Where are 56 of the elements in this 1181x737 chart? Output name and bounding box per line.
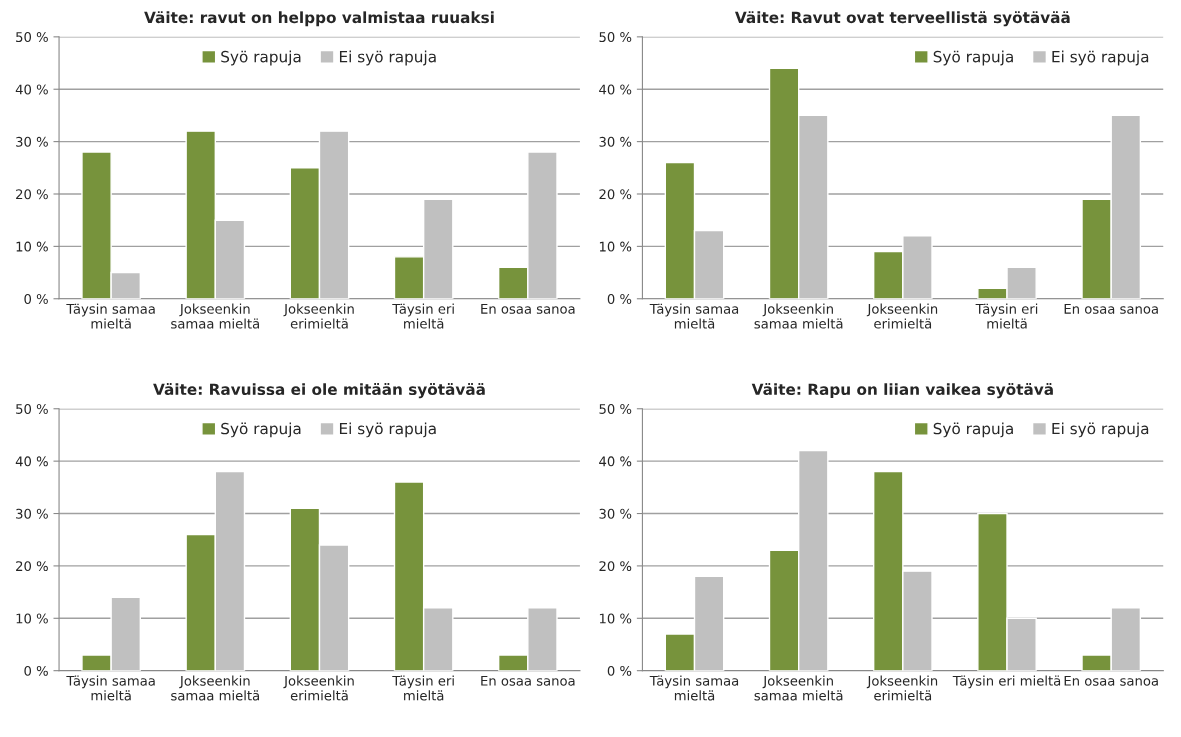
x-tick-label: Jokseenkin samaa mieltä xyxy=(171,675,259,701)
x-tick-label: Täysin eri mieltä xyxy=(975,303,1038,329)
x-tick-label: Jokseenkin samaa mieltä xyxy=(171,303,259,329)
y-tick-label: 10 % xyxy=(599,241,632,252)
legend-label: Syö rapuja xyxy=(221,50,301,66)
y-tick-label: 0 % xyxy=(607,293,632,304)
y-tick-label: 0 % xyxy=(24,293,48,304)
y-tick-label: 20 % xyxy=(16,189,48,200)
y-tick-label: 50 % xyxy=(16,403,48,414)
legend-label: Ei syö rapuja xyxy=(1052,422,1149,438)
x-tick-label: En osaa sanoa xyxy=(481,675,575,686)
y-tick-label: 10 % xyxy=(16,241,48,252)
y-tick-label: 40 % xyxy=(599,456,632,467)
y-tick-label: 0 % xyxy=(24,665,48,676)
chart-title: Väite: Ravut ovat terveellistä syötävää xyxy=(734,11,1070,27)
chart-title: Väite: ravut on helppo valmistaa ruuaksi xyxy=(144,11,494,27)
y-tick-label: 30 % xyxy=(16,508,48,519)
x-tick-label: Täysin eri mieltä xyxy=(392,303,454,329)
x-tick-label: Täysin samaa mieltä xyxy=(66,303,155,329)
legend-label: Syö rapuja xyxy=(933,50,1013,66)
legend-label: Ei syö rapuja xyxy=(339,422,436,438)
y-tick-label: 50 % xyxy=(16,32,48,43)
y-tick-label: 30 % xyxy=(599,136,632,147)
x-tick-label: Jokseenkin erimieltä xyxy=(866,303,938,329)
x-tick-label: Täysin samaa mieltä xyxy=(649,675,739,701)
x-tick-label: Täysin samaa mieltä xyxy=(649,303,739,329)
y-tick-label: 50 % xyxy=(599,403,632,414)
legend-label: Ei syö rapuja xyxy=(1052,50,1149,66)
y-tick-label: 20 % xyxy=(599,561,632,572)
y-tick-label: 10 % xyxy=(599,613,632,624)
y-tick-label: 40 % xyxy=(15,84,48,95)
x-tick-label: En osaa sanoa xyxy=(1064,675,1158,686)
x-tick-label: Täysin samaa mieltä xyxy=(66,675,155,701)
y-tick-label: 20 % xyxy=(599,189,632,200)
x-tick-label: Jokseenkin erimieltä xyxy=(283,303,354,329)
x-tick-label: En osaa sanoa xyxy=(1064,304,1158,314)
x-tick-label: Jokseenkin samaa mieltä xyxy=(754,303,843,329)
y-tick-label: 40 % xyxy=(15,456,48,467)
chart-title: Väite: Ravuissa ei ole mitään syötävää xyxy=(153,383,485,399)
legend-label: Syö rapuja xyxy=(221,422,301,438)
x-tick-label: En osaa sanoa xyxy=(481,304,575,314)
legend-label: Ei syö rapuja xyxy=(339,50,436,66)
chart-title: Väite: Rapu on liian vaikea syötävä xyxy=(751,383,1053,399)
x-tick-label: Jokseenkin erimieltä xyxy=(866,675,938,701)
x-tick-label: Jokseenkin erimieltä xyxy=(283,675,354,701)
y-tick-label: 40 % xyxy=(599,84,632,95)
y-tick-label: 30 % xyxy=(16,136,48,147)
y-tick-label: 50 % xyxy=(599,32,632,43)
y-tick-label: 20 % xyxy=(16,561,48,572)
y-tick-label: 10 % xyxy=(16,613,48,624)
y-tick-label: 30 % xyxy=(599,508,632,519)
x-tick-label: Jokseenkin samaa mieltä xyxy=(754,675,843,701)
y-tick-label: 0 % xyxy=(607,665,632,676)
x-tick-label: Täysin eri mieltä xyxy=(392,675,454,701)
legend-label: Syö rapuja xyxy=(933,422,1013,438)
x-tick-label: Täysin eri mieltä xyxy=(952,675,1061,689)
